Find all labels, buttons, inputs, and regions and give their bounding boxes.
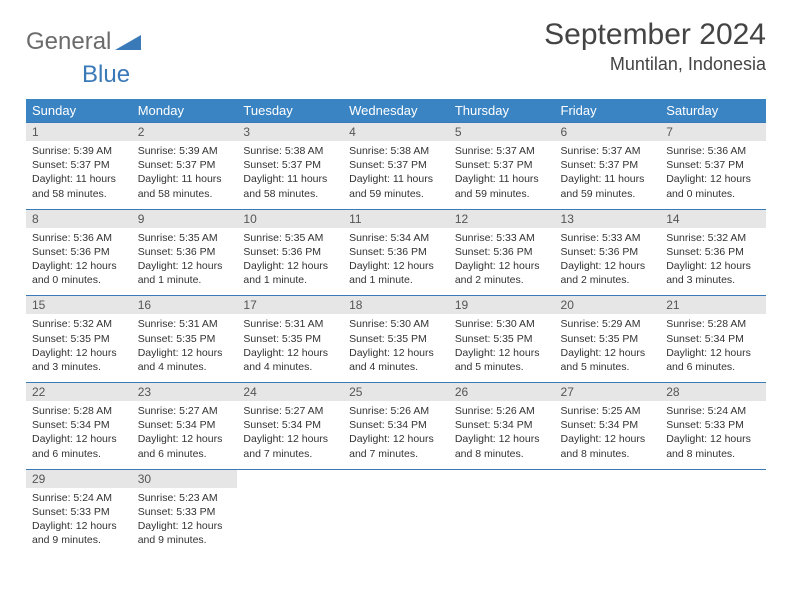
day-cell: Sunrise: 5:31 AMSunset: 5:35 PMDaylight:…: [132, 314, 238, 382]
empty-cell: [660, 488, 766, 556]
day-number: 19: [449, 296, 555, 315]
empty-cell: [237, 469, 343, 488]
day-number: 29: [26, 469, 132, 488]
day-cell: Sunrise: 5:27 AMSunset: 5:34 PMDaylight:…: [132, 401, 238, 469]
title-block: September 2024 Muntilan, Indonesia: [544, 18, 766, 75]
empty-cell: [555, 488, 661, 556]
day-number: 13: [555, 209, 661, 228]
day-cell: Sunrise: 5:30 AMSunset: 5:35 PMDaylight:…: [343, 314, 449, 382]
calendar-table: SundayMondayTuesdayWednesdayThursdayFrid…: [26, 99, 766, 555]
day-number: 20: [555, 296, 661, 315]
brand-text-general: General: [26, 28, 111, 56]
weekday-header: Sunday: [26, 99, 132, 123]
day-number-row: 15161718192021: [26, 296, 766, 315]
day-cell: Sunrise: 5:28 AMSunset: 5:34 PMDaylight:…: [660, 314, 766, 382]
day-number: 24: [237, 383, 343, 402]
day-content-row: Sunrise: 5:36 AMSunset: 5:36 PMDaylight:…: [26, 228, 766, 296]
empty-cell: [343, 469, 449, 488]
weekday-header: Monday: [132, 99, 238, 123]
weekday-header: Saturday: [660, 99, 766, 123]
day-number-row: 22232425262728: [26, 383, 766, 402]
day-cell: Sunrise: 5:35 AMSunset: 5:36 PMDaylight:…: [132, 228, 238, 296]
day-number: 15: [26, 296, 132, 315]
brand-text-blue: Blue: [82, 61, 130, 88]
day-cell: Sunrise: 5:25 AMSunset: 5:34 PMDaylight:…: [555, 401, 661, 469]
day-number: 10: [237, 209, 343, 228]
day-number: 9: [132, 209, 238, 228]
day-number-row: 1234567: [26, 123, 766, 142]
day-number: 22: [26, 383, 132, 402]
day-number: 26: [449, 383, 555, 402]
empty-cell: [237, 488, 343, 556]
weekday-header: Friday: [555, 99, 661, 123]
day-number: 18: [343, 296, 449, 315]
day-cell: Sunrise: 5:24 AMSunset: 5:33 PMDaylight:…: [660, 401, 766, 469]
empty-cell: [343, 488, 449, 556]
day-number: 25: [343, 383, 449, 402]
day-cell: Sunrise: 5:23 AMSunset: 5:33 PMDaylight:…: [132, 488, 238, 556]
day-content-row: Sunrise: 5:32 AMSunset: 5:35 PMDaylight:…: [26, 314, 766, 382]
empty-cell: [660, 469, 766, 488]
day-content-row: Sunrise: 5:39 AMSunset: 5:37 PMDaylight:…: [26, 141, 766, 209]
brand-triangle-icon: [115, 32, 141, 55]
day-number: 28: [660, 383, 766, 402]
day-number: 30: [132, 469, 238, 488]
day-number: 11: [343, 209, 449, 228]
day-cell: Sunrise: 5:36 AMSunset: 5:36 PMDaylight:…: [26, 228, 132, 296]
weekday-header: Wednesday: [343, 99, 449, 123]
day-number: 14: [660, 209, 766, 228]
day-number: 16: [132, 296, 238, 315]
empty-cell: [555, 469, 661, 488]
day-cell: Sunrise: 5:26 AMSunset: 5:34 PMDaylight:…: [449, 401, 555, 469]
day-cell: Sunrise: 5:37 AMSunset: 5:37 PMDaylight:…: [449, 141, 555, 209]
day-cell: Sunrise: 5:26 AMSunset: 5:34 PMDaylight:…: [343, 401, 449, 469]
day-cell: Sunrise: 5:32 AMSunset: 5:35 PMDaylight:…: [26, 314, 132, 382]
calendar-body: 1234567Sunrise: 5:39 AMSunset: 5:37 PMDa…: [26, 123, 766, 556]
day-content-row: Sunrise: 5:28 AMSunset: 5:34 PMDaylight:…: [26, 401, 766, 469]
day-cell: Sunrise: 5:39 AMSunset: 5:37 PMDaylight:…: [132, 141, 238, 209]
day-number: 4: [343, 123, 449, 142]
day-cell: Sunrise: 5:30 AMSunset: 5:35 PMDaylight:…: [449, 314, 555, 382]
day-number: 6: [555, 123, 661, 142]
day-cell: Sunrise: 5:33 AMSunset: 5:36 PMDaylight:…: [555, 228, 661, 296]
weekday-header: Thursday: [449, 99, 555, 123]
day-number: 27: [555, 383, 661, 402]
day-number: 5: [449, 123, 555, 142]
day-cell: Sunrise: 5:24 AMSunset: 5:33 PMDaylight:…: [26, 488, 132, 556]
day-number-row: 2930: [26, 469, 766, 488]
day-number: 8: [26, 209, 132, 228]
day-cell: Sunrise: 5:31 AMSunset: 5:35 PMDaylight:…: [237, 314, 343, 382]
empty-cell: [449, 469, 555, 488]
day-cell: Sunrise: 5:36 AMSunset: 5:37 PMDaylight:…: [660, 141, 766, 209]
day-cell: Sunrise: 5:28 AMSunset: 5:34 PMDaylight:…: [26, 401, 132, 469]
day-number: 12: [449, 209, 555, 228]
day-number: 7: [660, 123, 766, 142]
day-cell: Sunrise: 5:35 AMSunset: 5:36 PMDaylight:…: [237, 228, 343, 296]
day-cell: Sunrise: 5:29 AMSunset: 5:35 PMDaylight:…: [555, 314, 661, 382]
weekday-header: Tuesday: [237, 99, 343, 123]
day-number: 17: [237, 296, 343, 315]
month-title: September 2024: [544, 18, 766, 52]
day-cell: Sunrise: 5:27 AMSunset: 5:34 PMDaylight:…: [237, 401, 343, 469]
empty-cell: [449, 488, 555, 556]
weekday-header-row: SundayMondayTuesdayWednesdayThursdayFrid…: [26, 99, 766, 123]
day-cell: Sunrise: 5:34 AMSunset: 5:36 PMDaylight:…: [343, 228, 449, 296]
day-number: 1: [26, 123, 132, 142]
day-cell: Sunrise: 5:38 AMSunset: 5:37 PMDaylight:…: [237, 141, 343, 209]
day-number-row: 891011121314: [26, 209, 766, 228]
day-number: 23: [132, 383, 238, 402]
brand-logo: General: [26, 18, 143, 56]
location-label: Muntilan, Indonesia: [544, 54, 766, 75]
day-content-row: Sunrise: 5:24 AMSunset: 5:33 PMDaylight:…: [26, 488, 766, 556]
day-cell: Sunrise: 5:32 AMSunset: 5:36 PMDaylight:…: [660, 228, 766, 296]
day-number: 21: [660, 296, 766, 315]
day-cell: Sunrise: 5:38 AMSunset: 5:37 PMDaylight:…: [343, 141, 449, 209]
day-number: 2: [132, 123, 238, 142]
day-cell: Sunrise: 5:37 AMSunset: 5:37 PMDaylight:…: [555, 141, 661, 209]
day-number: 3: [237, 123, 343, 142]
day-cell: Sunrise: 5:39 AMSunset: 5:37 PMDaylight:…: [26, 141, 132, 209]
day-cell: Sunrise: 5:33 AMSunset: 5:36 PMDaylight:…: [449, 228, 555, 296]
